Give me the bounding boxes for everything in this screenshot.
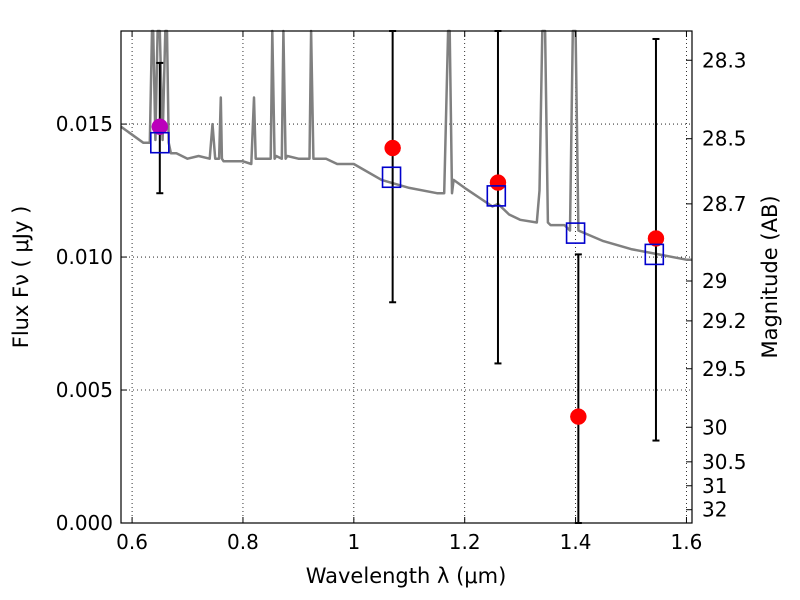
observed-point xyxy=(570,408,587,425)
right-tick-label: 32 xyxy=(702,498,727,522)
right-tick-label: 29 xyxy=(702,269,727,293)
axis-ticks: 0.6 0.8 1 1.2 1.4 1.6 0.000 0.005 0.010 0.015 28.3… xyxy=(56,31,747,554)
right-tick-label: 30.5 xyxy=(702,450,747,474)
y-tick-label: 0.015 xyxy=(56,112,113,136)
right-tick-label: 31 xyxy=(702,474,727,498)
observed-point xyxy=(151,118,169,135)
x-tick-label: 1 xyxy=(347,530,360,554)
observed-point xyxy=(647,230,665,247)
synthetic-point xyxy=(644,243,665,266)
synthetic-point xyxy=(565,222,586,244)
y-tick-label: 0.000 xyxy=(56,511,113,535)
y-axis-label: Flux Fν ( μJy ) xyxy=(9,206,33,349)
x-tick-label: 1.2 xyxy=(449,530,481,554)
y-tick-label: 0.010 xyxy=(56,245,113,269)
synthetic-point xyxy=(486,185,507,207)
x-tick-label: 1.4 xyxy=(560,530,592,554)
x-tick-label: 1.6 xyxy=(671,530,703,554)
x-tick-label: 0.8 xyxy=(227,530,259,554)
observed-point xyxy=(384,139,401,157)
right-y-axis-label: Magnitude (AB) xyxy=(758,195,782,358)
right-tick-label: 28.3 xyxy=(702,48,747,72)
synthetic-points xyxy=(150,131,665,266)
synthetic-point xyxy=(381,166,402,189)
y-tick-label: 0.005 xyxy=(56,378,113,402)
synthetic-point xyxy=(150,131,170,154)
right-tick-label: 28.7 xyxy=(702,192,747,216)
right-tick-label: 29.2 xyxy=(702,309,747,333)
x-axis-label: Wavelength λ (μm) xyxy=(306,564,507,588)
right-tick-label: 30 xyxy=(702,415,727,439)
right-tick-label: 28.5 xyxy=(702,127,747,151)
observed-point xyxy=(489,174,507,191)
plot-frame xyxy=(120,30,693,524)
x-tick-label: 0.6 xyxy=(116,530,148,554)
right-tick-label: 29.5 xyxy=(702,357,747,381)
